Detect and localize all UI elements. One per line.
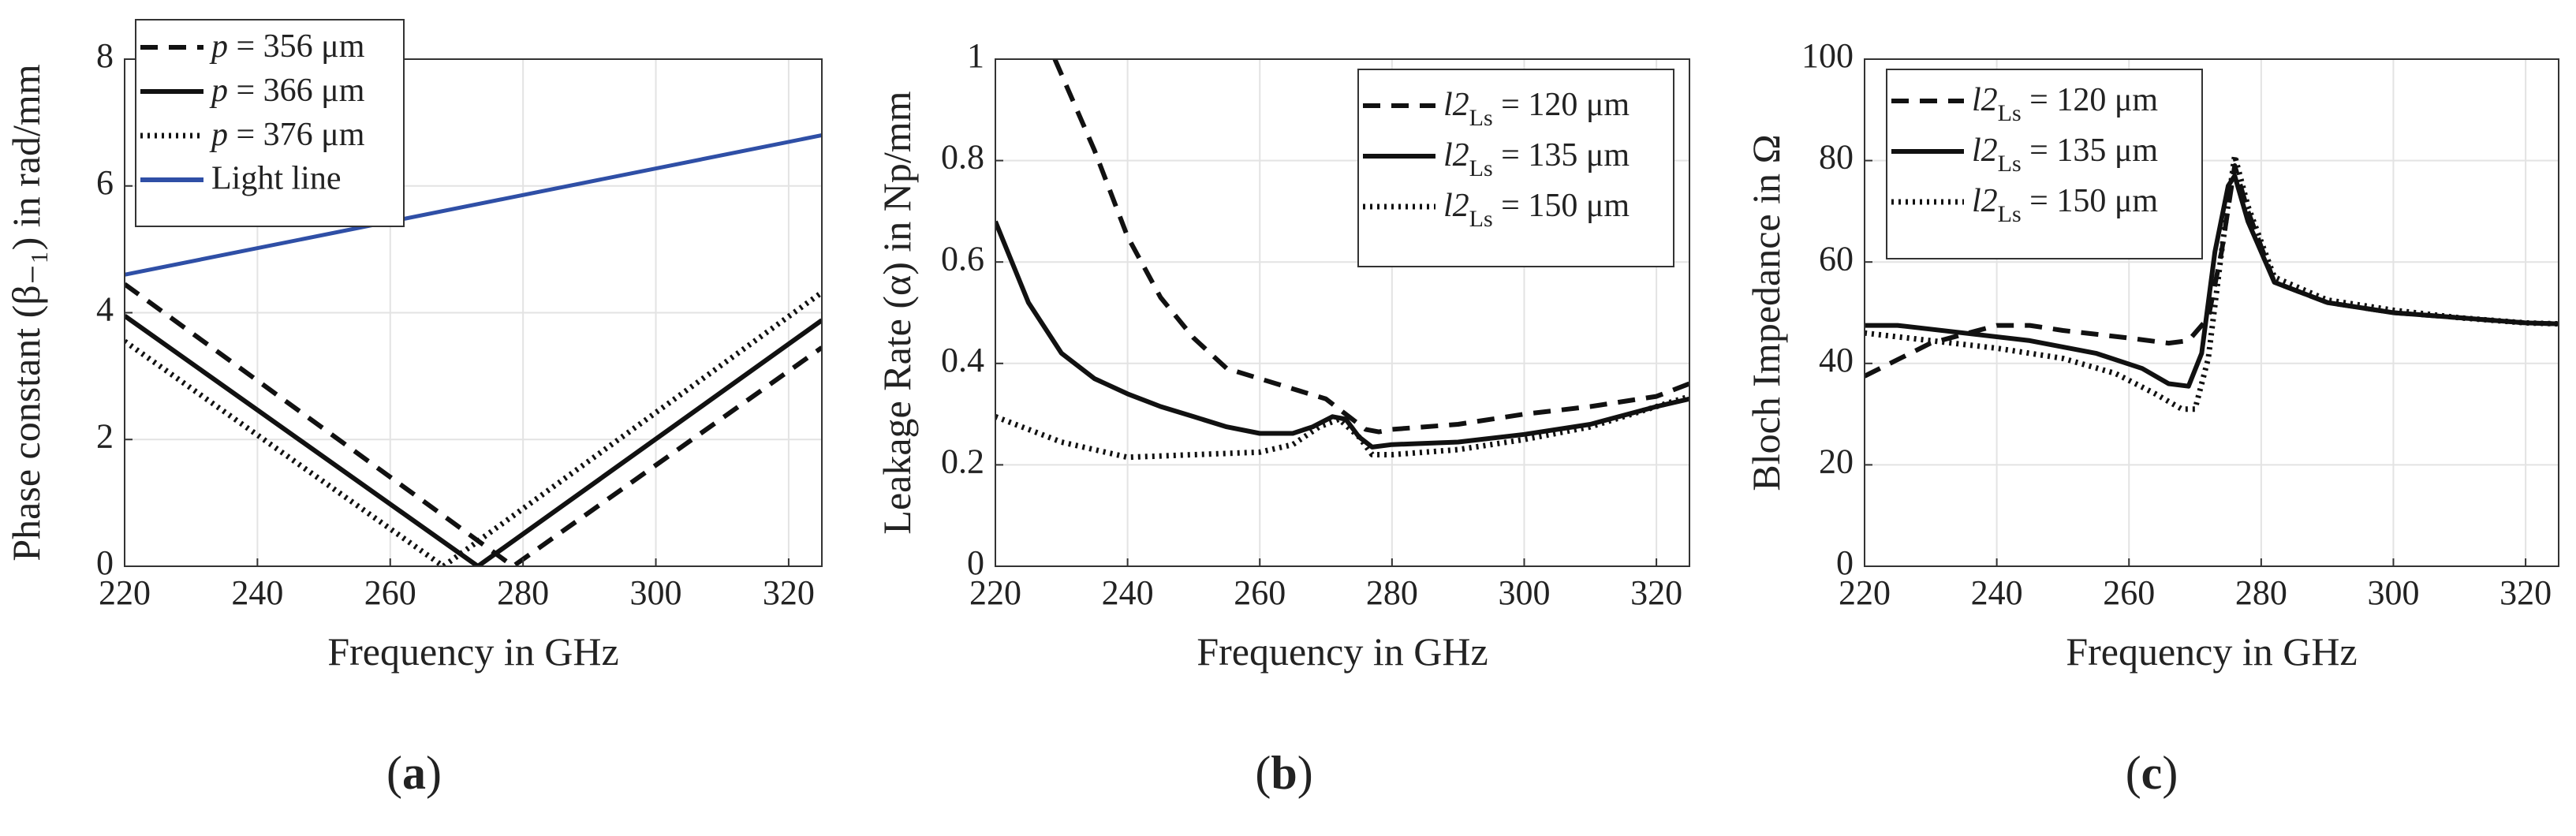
x-tick-label: 260 xyxy=(2103,573,2155,612)
x-tick-label: 300 xyxy=(2367,573,2419,612)
series-line-2 xyxy=(995,220,1689,450)
x-axis-label: Frequency in GHz xyxy=(327,629,618,674)
legend-label-2: l2Ls = 135 μm xyxy=(1443,137,1630,182)
series-line-1 xyxy=(1052,59,1689,435)
series-line-3 xyxy=(1865,152,2559,412)
legend-box xyxy=(1357,69,1674,267)
series-line-4 xyxy=(125,133,822,277)
x-tick-label: 320 xyxy=(763,573,815,612)
y-tick-label: 6 xyxy=(96,163,114,202)
legend-label-1: l2Ls = 120 μm xyxy=(1972,82,2158,127)
x-tick-label: 220 xyxy=(99,573,151,612)
panel-a: 220 240 260 280 300 320 0 2 4 6 8 Frequency in GHz P… xyxy=(4,19,823,799)
legend-label-1: l2Ls = 120 μm xyxy=(1443,87,1630,132)
legend-label-3: l2Ls = 150 μm xyxy=(1972,183,2158,228)
y-tick-label: 20 xyxy=(1819,442,1854,480)
y-axis-label: Bloch Impedance in Ω xyxy=(1744,134,1788,491)
y-tick-label: 8 xyxy=(96,36,114,75)
y-tick-label: 40 xyxy=(1819,341,1854,379)
axes-box xyxy=(1864,58,2559,567)
y-axis-label: Phase constant (β₋₁) in rad/mm xyxy=(4,64,48,561)
y-tick-label: 0.4 xyxy=(941,341,984,379)
legend-label-2: p = 366 μm xyxy=(209,73,365,109)
panel-label: (c) xyxy=(2126,747,2178,799)
x-tick-label: 240 xyxy=(1971,573,2023,612)
x-axis-label: Frequency in GHz xyxy=(1197,629,1488,674)
x-tick-label: 320 xyxy=(1630,573,1682,612)
y-tick-label: 0.6 xyxy=(941,239,984,278)
legend-box xyxy=(1886,69,2203,259)
panel-b: 220 240 260 280 300 320 0 0.2 0.4 0.6 0.8 1 Frequenc… xyxy=(875,36,1690,799)
series-line-2 xyxy=(125,314,822,566)
x-tick-label: 300 xyxy=(630,573,682,612)
y-tick-label: 0 xyxy=(1836,543,1854,582)
x-tick-label: 260 xyxy=(364,573,416,612)
y-tick-label: 60 xyxy=(1819,239,1854,278)
axes-box xyxy=(995,58,1690,567)
legend-label-3: p = 376 μm xyxy=(209,117,365,153)
x-tick-label: 280 xyxy=(497,573,549,612)
y-tick-label: 80 xyxy=(1819,138,1854,177)
x-tick-label: 240 xyxy=(231,573,283,612)
legend-label-3: l2Ls = 150 μm xyxy=(1443,188,1630,233)
y-tick-label: 2 xyxy=(96,416,114,455)
x-tick-label: 300 xyxy=(1498,573,1550,612)
x-tick-label: 320 xyxy=(2499,573,2552,612)
y-tick-label: 0 xyxy=(96,543,114,582)
y-tick-label: 0.2 xyxy=(941,442,984,480)
x-tick-label: 220 xyxy=(1839,573,1891,612)
y-tick-label: 1 xyxy=(967,36,984,75)
x-tick-label: 260 xyxy=(1234,573,1286,612)
panel-c: 220 240 260 280 300 320 0 20 40 60 80 100 Frequency … xyxy=(1744,36,2559,799)
panel-label: (b) xyxy=(1255,747,1312,799)
x-tick-label: 280 xyxy=(2235,573,2287,612)
x-tick-label: 240 xyxy=(1102,573,1154,612)
legend-label-4: Light line xyxy=(211,161,341,197)
legend-box xyxy=(135,19,405,227)
series-line-3 xyxy=(995,394,1689,461)
x-tick-label: 280 xyxy=(1366,573,1418,612)
y-tick-label: 4 xyxy=(96,290,114,329)
x-tick-label: 220 xyxy=(969,573,1021,612)
series-line-3 xyxy=(125,289,822,566)
x-axis-label: Frequency in GHz xyxy=(2066,629,2357,674)
legend-label-2: l2Ls = 135 μm xyxy=(1972,132,2158,177)
panel-label: (a) xyxy=(386,747,442,799)
legend-label-1: p = 356 μm xyxy=(209,28,365,65)
y-tick-label: 100 xyxy=(1801,36,1854,75)
y-tick-label: 0 xyxy=(967,543,984,582)
y-tick-label: 0.8 xyxy=(941,138,984,177)
y-axis-label: Leakage Rate (α) in Np/mm xyxy=(875,91,919,534)
